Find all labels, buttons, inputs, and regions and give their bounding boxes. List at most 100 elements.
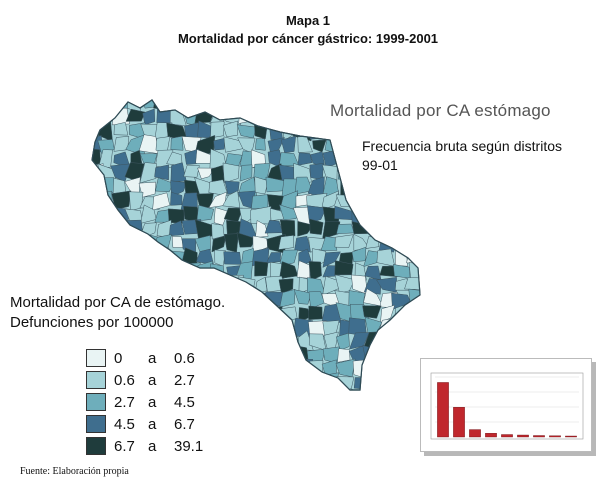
legend-range-separator: a [148, 415, 157, 433]
district-polygon [197, 331, 215, 348]
legend-range-high: 0.6 [174, 349, 195, 367]
district-polygon [208, 263, 225, 282]
district-polygon [264, 100, 283, 111]
map-heading: Mortalidad por CA estómago [330, 101, 551, 120]
district-polygon [92, 277, 101, 293]
district-polygon [407, 321, 420, 336]
district-polygon [396, 374, 412, 390]
district-polygon [419, 210, 420, 225]
legend-range-separator: a [148, 393, 157, 411]
district-polygon [265, 361, 282, 379]
district-polygon [98, 232, 116, 252]
district-polygon [351, 190, 367, 206]
district-polygon [307, 108, 322, 127]
legend-row-2: 0.6 a 2.7 [86, 369, 214, 391]
district-polygon [418, 276, 420, 296]
district-polygon [184, 148, 199, 165]
district-polygon [391, 359, 412, 376]
district-polygon [265, 386, 282, 390]
district-polygon [211, 235, 227, 253]
district-polygon [279, 288, 296, 308]
district-polygon [377, 219, 393, 236]
district-polygon [154, 330, 171, 347]
district-polygon [379, 374, 395, 390]
district-polygon [394, 234, 411, 253]
district-polygon [92, 106, 100, 126]
district-polygon [338, 149, 351, 170]
district-polygon [365, 205, 384, 221]
district-polygon [265, 331, 285, 349]
district-polygon [393, 333, 409, 351]
district-polygon [98, 274, 117, 294]
inset-bar [469, 429, 481, 438]
legend-swatch [86, 415, 106, 433]
district-polygon [377, 332, 393, 350]
district-polygon [404, 277, 420, 290]
district-polygon [152, 192, 171, 211]
district-polygon [405, 331, 420, 347]
district-polygon [238, 109, 252, 124]
inset-bars [437, 382, 577, 438]
district-polygon [381, 358, 397, 375]
inset-bar [517, 434, 529, 438]
district-polygon [238, 303, 258, 319]
district-polygon [253, 120, 269, 140]
district-polygon [280, 374, 295, 390]
district-polygon [391, 392, 411, 405]
district-polygon [348, 181, 366, 198]
district-polygon [168, 220, 185, 237]
district-polygon [156, 278, 173, 293]
district-polygon [408, 288, 420, 305]
legend-range-high: 39.1 [174, 437, 204, 455]
district-polygon [394, 218, 412, 235]
legend-title-line2: Defunciones por 100000 [10, 314, 174, 331]
district-polygon [155, 262, 171, 282]
district-polygon [236, 362, 257, 376]
district-polygon [394, 179, 412, 195]
legend-range-low: 0.6 [114, 371, 135, 389]
district-polygon [125, 108, 146, 122]
district-polygon [236, 290, 258, 309]
district-polygon [225, 332, 243, 348]
inset-bar [501, 434, 513, 438]
district-polygon [227, 361, 244, 379]
district-polygon [253, 388, 266, 390]
district-polygon [222, 347, 241, 361]
district-polygon [92, 224, 103, 237]
district-polygon [335, 332, 350, 351]
inset-frequency-chart [420, 358, 592, 452]
district-polygon [421, 290, 439, 308]
district-polygon [197, 275, 215, 293]
district-polygon [308, 261, 322, 282]
district-polygon [254, 260, 269, 277]
district-polygon [113, 121, 129, 136]
district-polygon [138, 260, 158, 282]
legend-range-low: 4.5 [114, 415, 135, 433]
district-polygon [239, 164, 253, 182]
district-polygon [418, 190, 420, 207]
district-polygon [269, 374, 283, 390]
district-polygon [99, 219, 118, 238]
district-polygon [407, 219, 420, 239]
legend-swatch [86, 349, 106, 367]
district-polygon [236, 232, 257, 248]
district-polygon [307, 205, 327, 224]
district-polygon [110, 274, 131, 292]
district-polygon [239, 392, 256, 406]
district-polygon [224, 100, 244, 111]
district-polygon [421, 303, 438, 322]
district-polygon [334, 135, 350, 153]
district-polygon [155, 177, 174, 193]
district-polygon [196, 204, 215, 222]
district-polygon [366, 388, 384, 390]
district-polygon [365, 176, 380, 193]
district-polygon [97, 263, 115, 279]
district-polygon [255, 138, 266, 151]
district-polygon [294, 100, 310, 114]
district-polygon [223, 289, 243, 304]
district-polygon [92, 207, 100, 225]
district-polygon [129, 261, 141, 281]
district-polygon [278, 278, 294, 295]
district-polygon [224, 316, 244, 333]
legend-title: Mortalidad por CA de estómago. Defuncion… [10, 293, 225, 333]
